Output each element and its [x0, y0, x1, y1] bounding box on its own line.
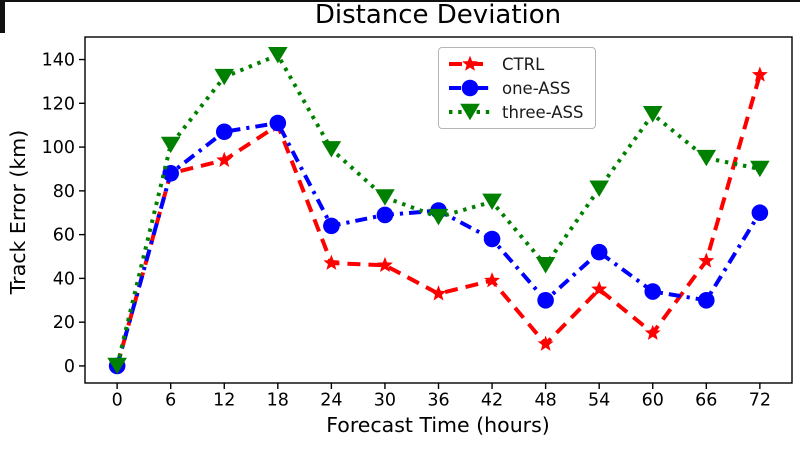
y-tick-label: 20: [53, 313, 75, 333]
ctrl-star-marker: [537, 335, 554, 351]
one-ass-circle-marker: [590, 243, 608, 261]
three-ass-triangle-down-marker: [696, 149, 717, 167]
window-top-edge: [0, 0, 800, 2]
x-tick-label: 0: [112, 391, 123, 411]
ctrl-star-marker: [698, 252, 715, 268]
three-ass-triangle-down-marker: [321, 141, 342, 158]
x-tick-label: 66: [695, 391, 717, 411]
ctrl-star-marker: [430, 285, 447, 301]
legend-label-ctrl: CTRL: [502, 54, 545, 74]
one-ass-circle-marker: [323, 217, 340, 235]
x-tick-label: 60: [642, 391, 664, 411]
legend-item-three-ass: three-ASS: [447, 100, 583, 124]
one-ass-circle-marker: [269, 114, 287, 132]
series-three-ass: [107, 46, 770, 375]
window-corner-edge: [0, 0, 5, 33]
three-ass-triangle-down-marker: [428, 208, 449, 226]
one-ass-circle-marker: [644, 283, 662, 300]
y-tick-label: 80: [53, 182, 75, 202]
ctrl-star-marker: [484, 272, 501, 288]
y-tick-label: 140: [42, 51, 75, 71]
x-tick-label: 48: [534, 391, 556, 411]
x-tick-label: 24: [320, 391, 342, 411]
x-tick-label: 72: [749, 391, 771, 411]
ctrl-star-marker: [216, 151, 233, 168]
three-ass-triangle-down-marker: [482, 193, 502, 210]
x-tick-label: 42: [481, 391, 503, 411]
one-ass-circle-marker: [483, 230, 501, 248]
three-ass-triangle-down-marker: [268, 46, 288, 64]
three-ass-triangle-down-marker: [160, 136, 181, 154]
x-tick-label: 30: [374, 391, 396, 411]
ctrl-star-marker: [751, 66, 768, 82]
legend-ctrl-star-icon: [462, 55, 478, 71]
x-tick-label: 12: [213, 391, 235, 411]
one-ass-circle-marker: [537, 291, 554, 309]
three-ass-triangle-down-marker: [750, 160, 770, 178]
three-ass-triangle-down-marker: [589, 180, 609, 197]
legend-three-ass-triangle-down-icon: [460, 103, 480, 121]
y-tick-label: 120: [42, 94, 75, 114]
legend-label-one-ass: one-ASS: [502, 78, 571, 98]
y-axis-label: Track Error (km): [6, 129, 30, 295]
legend-sample-three-ass: [449, 103, 491, 121]
y-tick-label: 100: [42, 138, 75, 158]
y-tick-label: 40: [53, 269, 75, 289]
legend-item-one-ass: one-ASS: [447, 76, 583, 100]
x-axis-label: Forecast Time (hours): [326, 413, 550, 437]
ctrl-star-marker: [323, 254, 340, 270]
one-ass-circle-marker: [751, 204, 769, 222]
three-ass-triangle-down-marker: [214, 68, 235, 86]
one-ass-circle-marker: [215, 123, 233, 141]
legend-one-ass-circle-icon: [461, 79, 479, 97]
three-ass-triangle-down-marker: [642, 106, 663, 123]
legend-sample-one-ass: [449, 79, 491, 97]
legend-label-three-ass: three-ASS: [502, 102, 584, 122]
x-tick-label: 36: [427, 391, 449, 411]
x-tick-label: 6: [165, 391, 176, 411]
x-tick-label: 54: [588, 391, 610, 411]
legend-sample-ctrl: [449, 55, 491, 71]
legend: CTRL one-ASS three-ASS: [438, 47, 597, 129]
ctrl-star-marker: [591, 280, 608, 297]
chart-title: Distance Deviation: [314, 0, 562, 30]
one-ass-circle-marker: [376, 206, 394, 224]
one-ass-circle-marker: [698, 291, 715, 309]
three-ass-triangle-down-marker: [535, 257, 556, 274]
ctrl-star-marker: [644, 324, 661, 340]
three-ass-triangle-down-marker: [107, 357, 127, 375]
y-tick-label: 60: [53, 226, 75, 246]
y-tick-label: 0: [64, 357, 75, 377]
ctrl-star-marker: [376, 256, 393, 273]
x-tick-label: 18: [267, 391, 289, 411]
legend-item-ctrl: CTRL: [447, 52, 583, 76]
three-ass-triangle-down-marker: [375, 189, 395, 206]
